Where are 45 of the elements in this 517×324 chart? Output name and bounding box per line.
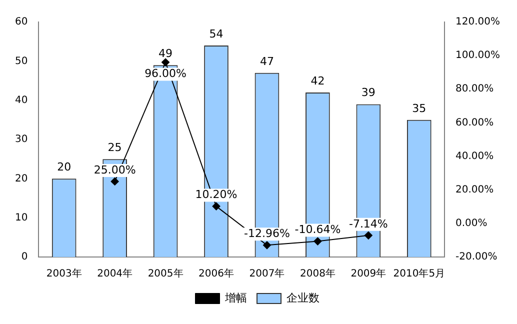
y2-tick-label: 40.00% <box>456 150 494 162</box>
y-tick-label: 50 <box>14 56 28 67</box>
data-label: 54 <box>209 27 224 40</box>
y-tick-label: 20 <box>14 173 28 184</box>
y2-tick-label: -20.00% <box>456 252 498 263</box>
data-label: -10.64% <box>294 223 341 236</box>
x-tick-label: 2005年 <box>148 268 184 280</box>
data-label: 39 <box>361 86 376 100</box>
data-label: 20 <box>57 160 72 174</box>
y2-tick-label: 20.00% <box>456 184 494 196</box>
data-label: 49 <box>158 46 173 60</box>
x-tick-label: 2008年 <box>300 268 336 280</box>
point <box>262 241 271 250</box>
data-label: -7.14% <box>348 217 388 230</box>
y-tick-label: 30 <box>14 134 28 146</box>
y-tick-label: 60 <box>14 16 28 28</box>
y2-tick-label: 0.00% <box>456 218 488 230</box>
point <box>212 202 220 210</box>
y-tick-label: 10 <box>14 212 28 224</box>
data-label: 25 <box>108 140 122 154</box>
data-label: 47 <box>260 54 274 68</box>
data-label: 25.00% <box>94 163 136 176</box>
x-tick-label: 2004年 <box>97 268 133 280</box>
data-label: 96.00% <box>144 67 187 80</box>
data-label: 10.20% <box>195 188 238 202</box>
x-tick-label: 2006年 <box>198 268 234 280</box>
x-tick-label: 2009年 <box>350 268 386 280</box>
x-tick-label: 2007年 <box>249 268 285 280</box>
y2-tick-label: 60.00% <box>456 117 494 128</box>
data-label: 35 <box>412 102 426 115</box>
point <box>110 177 119 186</box>
legend-label: 增幅 <box>224 291 247 304</box>
y2-tick-label: 80.00% <box>456 84 494 95</box>
point <box>364 231 372 240</box>
legend-label: 企业数 <box>286 291 320 304</box>
y-tick-label: 0 <box>21 252 28 263</box>
y2-tick-label: 100.00% <box>456 50 500 62</box>
x-tick-label: 2010年5月 <box>393 268 446 280</box>
data-label: -12.96% <box>244 227 290 240</box>
data-label: 42 <box>310 74 325 88</box>
point <box>162 58 170 66</box>
point <box>314 237 322 246</box>
x-tick-label: 2003年 <box>46 268 82 280</box>
y-tick-label: 40 <box>14 94 28 106</box>
y2-tick-label: 120.00% <box>456 16 500 28</box>
